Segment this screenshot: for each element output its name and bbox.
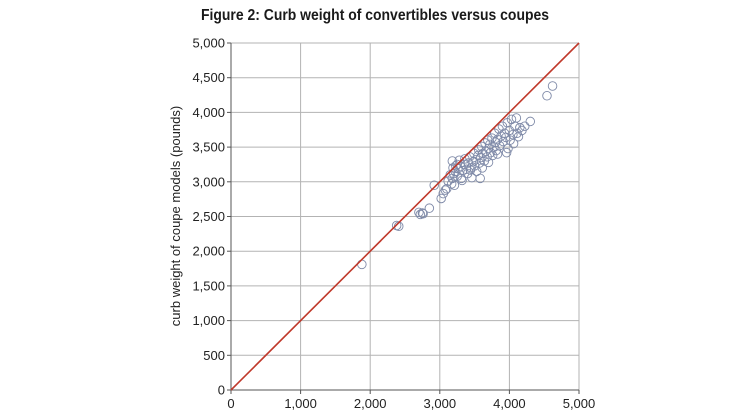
data-point xyxy=(465,165,476,175)
data-point xyxy=(496,131,506,141)
data-point xyxy=(511,113,522,123)
x-tick-label: 0 xyxy=(227,396,234,411)
data-point xyxy=(429,180,439,191)
data-point xyxy=(547,81,558,91)
data-point xyxy=(357,259,367,270)
data-points xyxy=(357,81,558,270)
x-tick-label: 2,000 xyxy=(354,396,387,411)
y-tick-label: 500 xyxy=(203,348,225,363)
data-point xyxy=(436,193,446,204)
data-point xyxy=(418,208,428,219)
data-point xyxy=(542,90,552,101)
y-axis-label: curb weight of coupe models (pounds) xyxy=(168,106,183,326)
y-tick-label: 4,000 xyxy=(192,105,225,120)
data-point xyxy=(505,135,515,145)
x-tick-label: 3,000 xyxy=(424,396,457,411)
y-tick-label: 5,000 xyxy=(192,36,225,51)
x-tick-label: 4,000 xyxy=(493,396,526,411)
y-tick-label: 1,000 xyxy=(192,313,225,328)
y-tick-label: 1,500 xyxy=(192,278,225,293)
data-point xyxy=(508,138,519,149)
axes xyxy=(227,42,580,394)
data-point xyxy=(463,158,474,168)
data-point xyxy=(452,159,462,170)
y-tick-label: 0 xyxy=(218,383,225,398)
y-tick-label: 4,500 xyxy=(192,70,225,85)
data-point xyxy=(417,208,428,218)
data-point xyxy=(424,203,435,213)
data-point xyxy=(515,122,525,133)
y-tick-label: 3,500 xyxy=(192,140,225,155)
x-tick-label: 5,000 xyxy=(563,396,596,411)
x-tick-label: 1,000 xyxy=(284,396,317,411)
data-point xyxy=(446,179,457,189)
data-point xyxy=(414,207,424,218)
data-point xyxy=(501,147,512,158)
data-point xyxy=(457,175,467,186)
reference-line-group xyxy=(230,42,580,391)
y-tick-label: 2,000 xyxy=(192,244,225,259)
data-point xyxy=(483,157,494,168)
data-point xyxy=(519,121,530,132)
data-point xyxy=(497,121,508,132)
data-point xyxy=(477,163,488,173)
chart-title: Figure 2: Curb weight of convertibles ve… xyxy=(200,7,550,24)
data-point xyxy=(480,146,491,157)
data-point xyxy=(492,149,503,159)
data-point xyxy=(485,147,496,158)
data-point xyxy=(449,180,460,191)
data-point xyxy=(440,185,451,195)
data-point xyxy=(447,156,458,166)
data-point xyxy=(473,150,483,161)
data-point xyxy=(525,116,536,127)
y-tick-label: 3,000 xyxy=(192,174,225,189)
data-point xyxy=(475,173,485,184)
reference-line xyxy=(230,42,580,391)
data-point xyxy=(461,164,471,175)
data-point xyxy=(442,183,452,194)
y-tick-labels: 0 500 1,000 1,500 2,000 2,500 3,000 3,500 4,000 4… xyxy=(192,36,225,398)
x-tick-labels: 0 1,000 2,000 3,000 4,000 5,000 xyxy=(227,396,595,411)
y-tick-label: 2,500 xyxy=(192,209,225,224)
data-point xyxy=(513,131,524,142)
data-point xyxy=(474,158,485,168)
